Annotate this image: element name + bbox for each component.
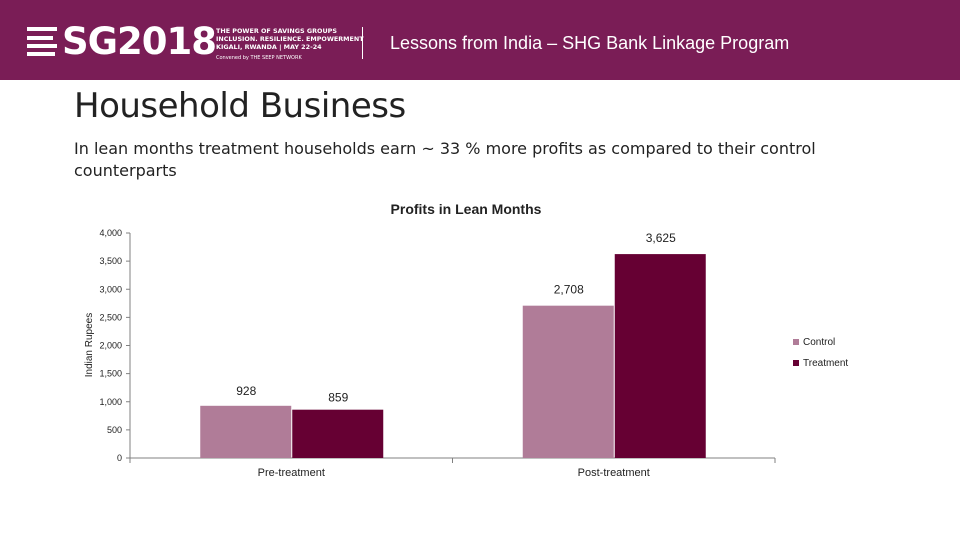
legend-label-control: Control bbox=[803, 337, 835, 348]
legend-label-treatment: Treatment bbox=[803, 358, 848, 369]
y-tick-label: 1,000 bbox=[99, 397, 122, 407]
data-label: 859 bbox=[328, 391, 348, 405]
y-axis-label: Indian Rupees bbox=[84, 313, 95, 378]
header-bar: SG2018 THE POWER OF SAVINGS GROUPS INCLU… bbox=[0, 0, 960, 80]
data-label: 3,625 bbox=[646, 231, 676, 245]
bar-treatment bbox=[292, 409, 384, 458]
bar-treatment bbox=[614, 254, 706, 458]
bar-control bbox=[522, 305, 614, 458]
chart-title: Profits in Lean Months bbox=[391, 201, 542, 217]
slide-title: Household Business bbox=[74, 86, 406, 126]
legend-swatch-treatment bbox=[793, 360, 799, 366]
x-tick-label: Pre-treatment bbox=[258, 467, 325, 479]
logo-text: SG2018 bbox=[62, 20, 217, 63]
header-title: Lessons from India – SHG Bank Linkage Pr… bbox=[390, 33, 790, 53]
data-label: 2,708 bbox=[554, 283, 584, 297]
y-tick-label: 3,500 bbox=[99, 256, 122, 266]
header-divider bbox=[362, 27, 363, 59]
logo-stripes-icon bbox=[27, 27, 59, 57]
y-tick-label: 4,000 bbox=[99, 228, 122, 238]
y-tick-label: 1,500 bbox=[99, 369, 122, 379]
logo-tagline: THE POWER OF SAVINGS GROUPS INCLUSION. R… bbox=[216, 27, 364, 61]
data-label: 928 bbox=[236, 384, 256, 398]
slide-subtitle: In lean months treatment households earn… bbox=[74, 139, 816, 180]
x-tick-label: Post-treatment bbox=[578, 467, 650, 479]
y-tick-label: 2,000 bbox=[99, 341, 122, 351]
bar-control bbox=[200, 405, 292, 458]
y-tick-label: 0 bbox=[117, 453, 122, 463]
logo-tagline-small: Convened by THE SEEP NETWORK bbox=[216, 55, 302, 61]
y-tick-label: 3,000 bbox=[99, 284, 122, 294]
y-tick-label: 500 bbox=[107, 425, 122, 435]
legend-swatch-control bbox=[793, 339, 799, 345]
y-tick-label: 2,500 bbox=[99, 312, 122, 322]
